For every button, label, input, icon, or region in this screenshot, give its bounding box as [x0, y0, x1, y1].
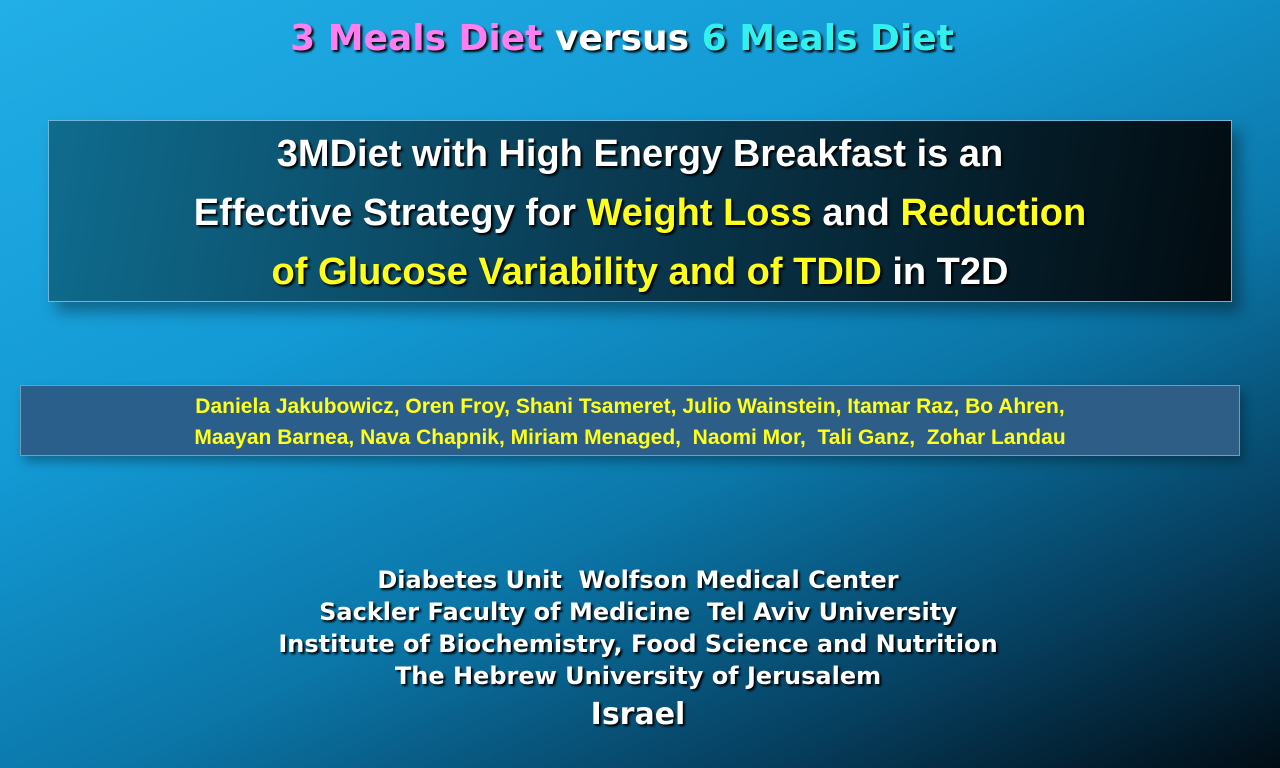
header-part: 3 Meals Diet	[290, 18, 543, 59]
affiliation: The Hebrew University of Jerusalem	[394, 662, 882, 690]
header-part: versus	[554, 18, 690, 59]
headline-line: of Glucose Variability and of TDID in T2…	[49, 251, 1231, 294]
headline-box: 3MDiet with High Energy Breakfast is an …	[48, 120, 1232, 302]
headline-text: Effective Strategy for	[193, 192, 576, 234]
headline-text: 3MDiet with High Energy Breakfast is an	[276, 133, 1004, 175]
headline-line: 3MDiet with High Energy Breakfast is an	[49, 133, 1231, 176]
authors-line: Maayan Barnea, Nava Chapnik, Miriam Mena…	[194, 426, 1066, 449]
affiliation: Sackler Faculty of Medicine Tel Aviv Uni…	[319, 598, 957, 626]
headline-highlight: Weight Loss	[586, 192, 812, 234]
header-part: 6 Meals Diet	[701, 18, 954, 59]
affiliation-country: Israel	[590, 697, 686, 732]
authors-line: Daniela Jakubowicz, Oren Froy, Shani Tsa…	[195, 395, 1065, 418]
affiliation: Diabetes Unit Wolfson Medical Center	[377, 566, 899, 594]
headline-text: and	[822, 192, 890, 234]
header: 3 Meals Diet versus 6 Meals Diet	[0, 18, 1244, 59]
authors-box: Daniela Jakubowicz, Oren Froy, Shani Tsa…	[20, 385, 1240, 456]
headline-highlight: Reduction	[900, 192, 1087, 234]
headline-highlight: of Glucose Variability and of TDID	[271, 251, 882, 293]
headline-text: in T2D	[892, 251, 1009, 293]
headline-line: Effective Strategy for Weight Loss and R…	[49, 192, 1231, 235]
affiliation: Institute of Biochemistry, Food Science …	[278, 630, 998, 658]
